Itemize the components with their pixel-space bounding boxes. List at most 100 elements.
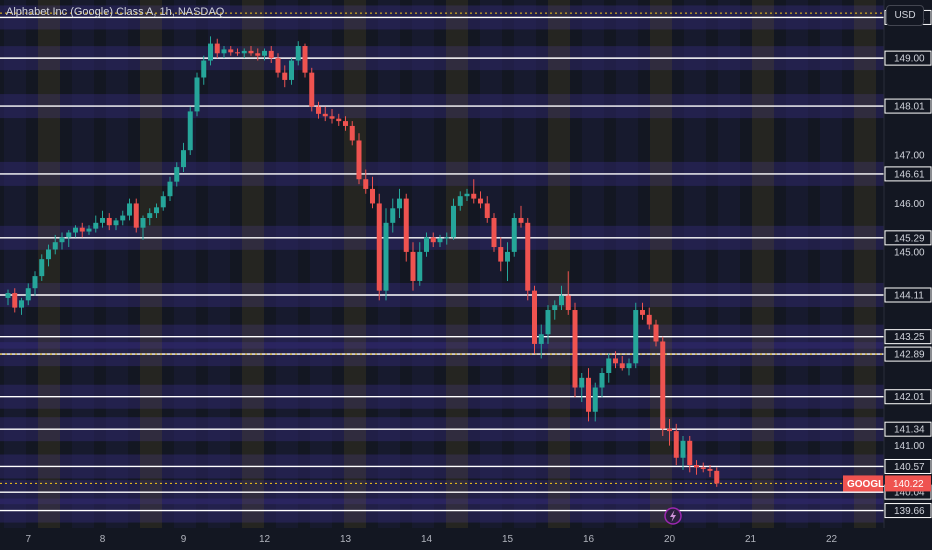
lightning-icon[interactable] <box>664 507 682 525</box>
session-band <box>344 0 366 528</box>
time-tick-label: 7 <box>25 534 31 545</box>
time-tick-label: 15 <box>502 534 514 545</box>
level-label-box <box>884 287 932 303</box>
candle-body <box>73 227 78 233</box>
session-band <box>582 0 604 528</box>
candle-body <box>329 116 335 119</box>
last-price-label: 140.22 <box>893 479 924 490</box>
session-band <box>650 0 672 528</box>
session-band <box>514 0 536 528</box>
candle-body <box>241 50 247 54</box>
price-axis-bg <box>884 0 932 550</box>
time-axis[interactable]: 7 8 9 12 13 14 15 16 20 21 22 <box>0 507 932 550</box>
candle-body <box>613 358 618 364</box>
candle-body <box>383 222 389 291</box>
level-label: 145.29 <box>894 233 925 244</box>
candle-body <box>707 468 713 471</box>
candle-body <box>221 49 227 54</box>
candle-body <box>606 358 612 373</box>
candle-body <box>552 305 558 311</box>
session-band <box>242 0 264 528</box>
candle-body <box>140 217 146 228</box>
candle-body <box>349 125 355 141</box>
price-axis[interactable]: 147.00146.00145.00141.00149.84149.00148.… <box>843 0 932 550</box>
level-label: 149.00 <box>894 54 925 65</box>
candle-body <box>511 217 517 252</box>
price-tick-label: 141.00 <box>894 441 925 452</box>
candle-body <box>302 46 308 73</box>
candle-body <box>592 387 598 412</box>
candle-body <box>633 310 639 364</box>
level-label-box <box>884 329 932 345</box>
currency-button[interactable]: USD <box>886 5 924 26</box>
candle-body <box>12 293 18 308</box>
candle-body <box>147 213 153 218</box>
level-label: 144.11 <box>894 291 924 302</box>
candle-body <box>187 111 193 151</box>
symbol-badge-label: GOOGL <box>847 479 884 490</box>
candle-body <box>430 237 436 243</box>
candle-body <box>100 217 105 223</box>
candle-body <box>390 208 396 223</box>
candle-body <box>5 293 11 298</box>
time-tick-label: 20 <box>664 534 676 545</box>
candle-body <box>376 203 382 291</box>
time-tick-label: 12 <box>259 534 271 545</box>
candle-body <box>397 198 402 209</box>
session-band <box>718 0 740 528</box>
time-tick-label: 16 <box>583 534 595 545</box>
candle-body <box>46 249 51 260</box>
candle-body <box>59 237 65 243</box>
level-label-box <box>884 98 932 114</box>
level-label: 143.25 <box>894 332 925 343</box>
candle-body <box>599 372 605 388</box>
session-band <box>446 0 468 528</box>
candle-body <box>559 295 564 306</box>
level-lines <box>0 12 884 512</box>
candle-body <box>370 188 375 204</box>
session-band <box>310 0 332 528</box>
candle-body <box>437 238 443 243</box>
last-price-badge <box>885 475 931 492</box>
level-label-box <box>884 230 932 246</box>
candle-body <box>322 113 328 117</box>
level-label-box <box>884 50 932 66</box>
candle-body <box>167 181 173 197</box>
candle-body <box>93 222 99 229</box>
time-tick-label: 13 <box>340 534 352 545</box>
candle-body <box>86 228 92 232</box>
session-band <box>616 0 638 528</box>
price-tick-label: 146.00 <box>894 199 925 210</box>
candle-body <box>444 237 450 239</box>
candle-body <box>667 428 672 432</box>
candle-body <box>79 227 85 232</box>
candle-body <box>316 106 321 114</box>
session-band <box>208 0 230 528</box>
session-band <box>786 0 808 528</box>
candle-body <box>343 121 348 126</box>
candle-body <box>32 276 38 289</box>
candle-body <box>255 53 261 56</box>
price-tick-label: 145.00 <box>894 247 925 258</box>
level-label-box <box>884 421 932 437</box>
session-band <box>820 0 842 528</box>
candle-body <box>262 50 267 56</box>
candle-body <box>694 465 699 468</box>
candle-body <box>457 196 463 206</box>
candle-body <box>714 470 720 484</box>
session-band <box>684 0 706 528</box>
candle-body <box>565 295 571 311</box>
candle-body <box>309 72 315 107</box>
candle-body <box>680 440 686 458</box>
candle-body <box>579 377 585 388</box>
level-label: 139.66 <box>894 506 925 517</box>
candle-body <box>626 363 632 369</box>
time-tick-label: 14 <box>421 534 433 545</box>
candle-body <box>208 43 213 61</box>
candle-body <box>525 222 531 291</box>
session-band <box>752 0 774 528</box>
candle-body <box>235 52 240 54</box>
symbol-badge[interactable] <box>843 475 883 492</box>
level-label-box <box>884 166 932 182</box>
